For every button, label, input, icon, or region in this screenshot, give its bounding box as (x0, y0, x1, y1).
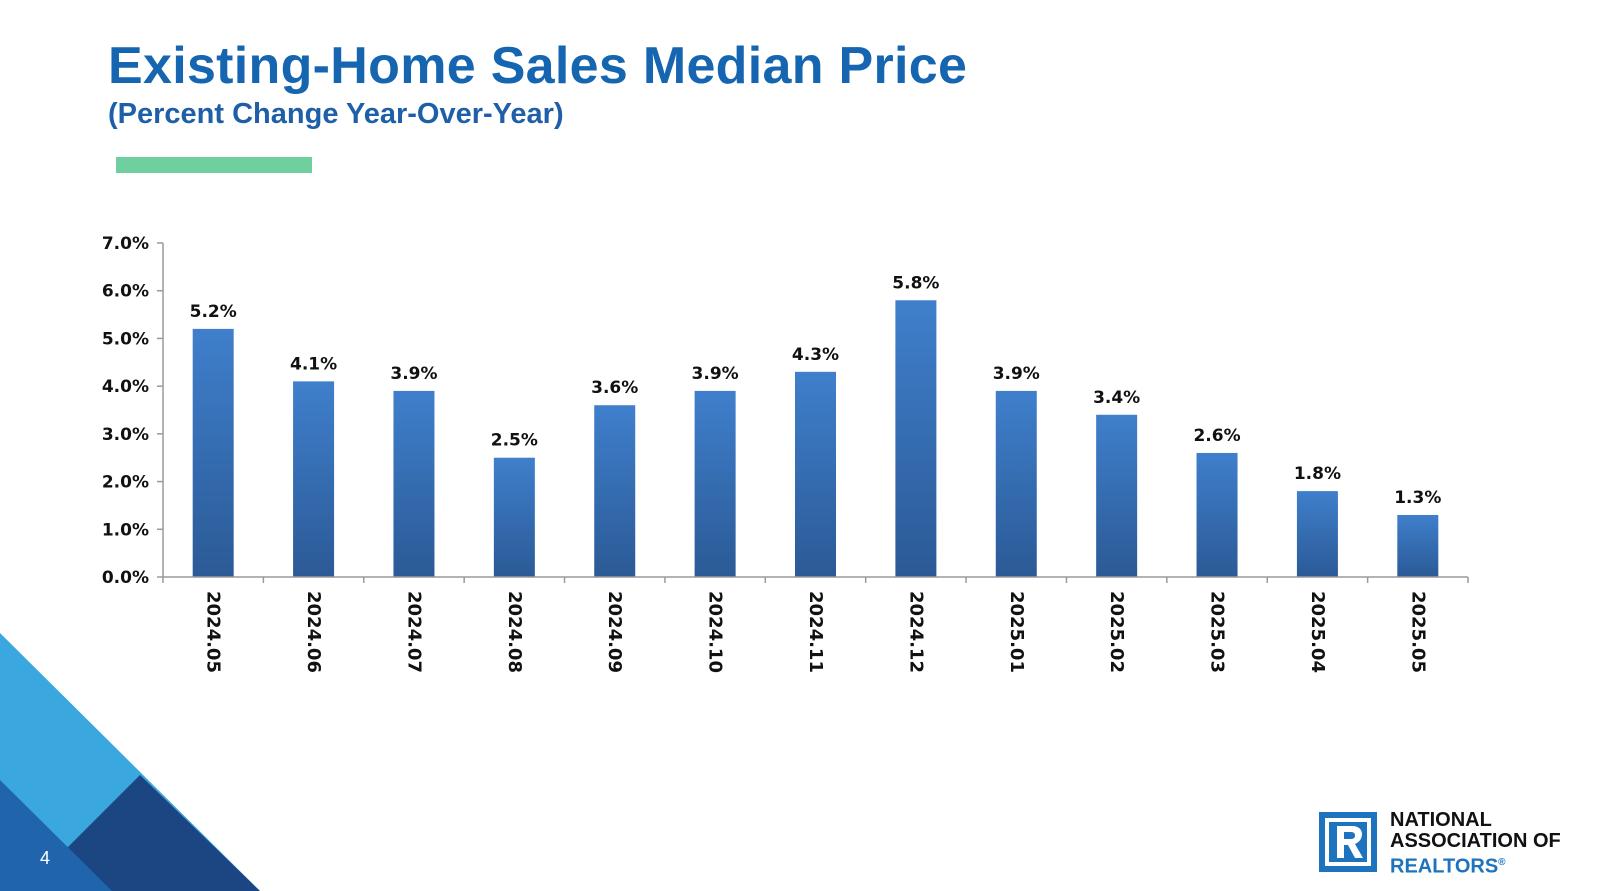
data-label: 3.9% (993, 364, 1040, 384)
bar (1397, 514, 1439, 577)
bar (1296, 491, 1338, 577)
registered-mark: ® (1498, 857, 1506, 868)
x-tick-label: 2024.11 (805, 591, 826, 673)
page-subtitle: (Percent Change Year-Over-Year) (108, 98, 564, 130)
bar (1196, 452, 1238, 577)
x-tick-label: 2024.12 (905, 591, 926, 673)
bar (594, 405, 636, 577)
y-tick-label: 0.0% (102, 568, 149, 588)
y-tick-label: 7.0% (102, 234, 149, 254)
y-tick-label: 5.0% (102, 329, 149, 349)
x-tick-label: 2025.01 (1006, 591, 1027, 673)
data-label: 5.2% (190, 302, 237, 322)
x-tick-label: 2024.07 (403, 591, 424, 673)
x-tick-label: 2024.09 (604, 591, 625, 673)
x-tick-label: 2025.03 (1207, 591, 1228, 673)
data-label: 3.9% (692, 364, 739, 384)
y-tick-label: 2.0% (102, 473, 149, 493)
bar (694, 390, 736, 577)
bar (1096, 414, 1138, 577)
x-axis: 2024.05 2024.06 2024.07 2024.08 2024.09 2024.… (162, 576, 1469, 673)
x-tick-label: 2025.05 (1407, 591, 1428, 673)
logo-line-2: ASSOCIATION OF (1390, 830, 1561, 852)
bar (895, 300, 937, 577)
page-title: Existing-Home Sales Median Price (108, 37, 968, 95)
x-tick-label: 2025.02 (1106, 591, 1127, 673)
x-tick-label: 2024.05 (203, 591, 224, 673)
data-label: 4.1% (290, 354, 337, 374)
bars: 5.2% 4.1% 3.9% 2.5% 3.6% 3.9% 4.3% 5.8% 3.9% 3.4%… (190, 273, 1441, 577)
data-label: 5.8% (892, 273, 939, 293)
data-label: 2.6% (1193, 426, 1240, 446)
data-label: 3.9% (390, 364, 437, 384)
realtor-logo-icon (1319, 812, 1377, 872)
accent-rule (116, 157, 312, 173)
corner-triangle-dark (24, 775, 260, 891)
corner-triangle-light (0, 633, 260, 891)
bar (192, 328, 234, 577)
x-tick-label: 2024.06 (303, 591, 324, 673)
data-label: 4.3% (792, 345, 839, 365)
realtor-logo-text: NATIONAL ASSOCIATION OF REALTORS® (1390, 810, 1561, 878)
bar (795, 371, 836, 577)
data-label: 1.8% (1294, 464, 1341, 484)
x-tick-label: 2024.10 (705, 591, 726, 673)
data-label: 1.3% (1394, 488, 1441, 508)
data-label: 2.5% (491, 431, 538, 451)
bar (995, 390, 1037, 577)
corner-decoration (0, 633, 260, 891)
logo-line-1: NATIONAL (1390, 809, 1492, 831)
y-tick-label: 4.0% (102, 377, 149, 397)
logo-line-3-text: REALTORS (1390, 855, 1499, 878)
y-tick-label: 3.0% (102, 425, 149, 445)
y-axis: 0.0% 1.0% 2.0% 3.0% 4.0% 5.0% 6.0% 7.0% (102, 234, 164, 588)
data-label: 3.6% (591, 378, 638, 398)
bar (293, 381, 335, 577)
data-label: 3.4% (1093, 388, 1140, 408)
page-number: 4 (40, 848, 51, 868)
y-tick-label: 6.0% (102, 282, 149, 302)
logo-line-3: REALTORS® (1390, 852, 1561, 878)
bar (493, 457, 535, 577)
x-tick-label: 2025.04 (1307, 591, 1328, 673)
corner-triangle-mid (0, 780, 112, 891)
x-tick-label: 2024.08 (504, 591, 525, 673)
bar (393, 390, 435, 577)
y-tick-label: 1.0% (102, 520, 149, 540)
